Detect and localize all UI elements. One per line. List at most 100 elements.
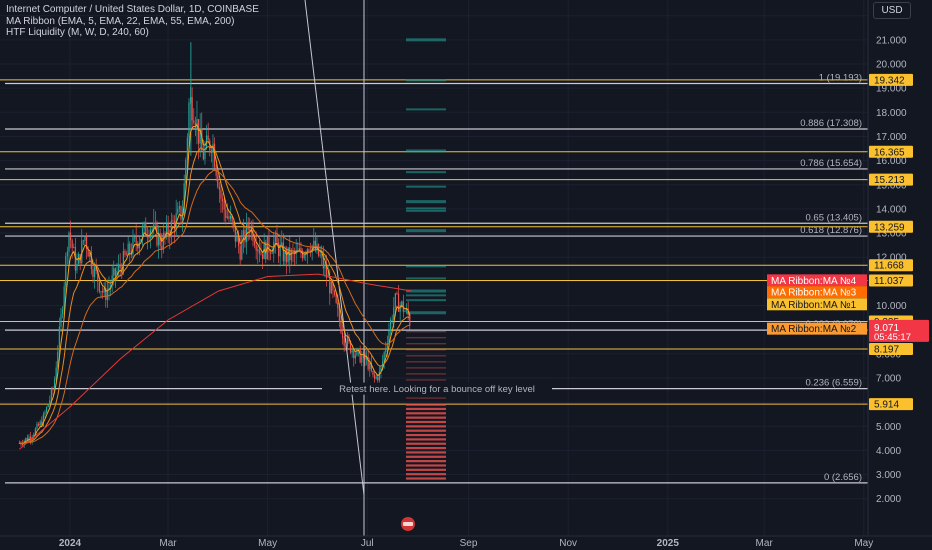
event-marker-icon bbox=[403, 522, 413, 526]
candle-body bbox=[220, 189, 222, 199]
liquidity-bar-up bbox=[406, 185, 446, 188]
candle-body bbox=[26, 437, 28, 441]
liquidity-bar-up bbox=[406, 149, 446, 153]
candle-body bbox=[269, 252, 272, 254]
y-tick-label: 4.000 bbox=[876, 446, 901, 457]
currency-selector[interactable]: USD bbox=[873, 2, 911, 19]
x-tick-label: 2024 bbox=[59, 538, 82, 549]
liquidity-bar-down bbox=[406, 355, 446, 357]
candle-body bbox=[129, 243, 131, 254]
candle-body bbox=[228, 216, 230, 219]
candle-body bbox=[361, 356, 363, 363]
fib-label: 1 (19.193) bbox=[819, 72, 862, 83]
candle-body bbox=[61, 309, 64, 315]
candle-body bbox=[353, 350, 355, 359]
candle-body bbox=[89, 252, 91, 257]
candle-body bbox=[36, 423, 38, 429]
candle-body bbox=[85, 236, 88, 249]
liquidity-bar-up bbox=[406, 171, 446, 174]
candle-body bbox=[265, 242, 267, 260]
liquidity-bar-down bbox=[406, 429, 446, 432]
candle-body bbox=[52, 389, 54, 391]
candle-body bbox=[148, 237, 150, 238]
ma-label: MA Ribbon:MA №3 bbox=[771, 288, 857, 299]
liquidity-bar-down bbox=[406, 455, 446, 458]
candle-body bbox=[69, 232, 72, 241]
candle-body bbox=[298, 247, 300, 252]
candle-body bbox=[212, 143, 214, 154]
y-tick-label: 20.000 bbox=[876, 60, 907, 71]
candle-body bbox=[335, 294, 337, 303]
candle-body bbox=[365, 357, 368, 360]
candle-body bbox=[34, 428, 36, 435]
chart-legend: Internet Computer / United States Dollar… bbox=[6, 4, 259, 39]
candle-body bbox=[277, 242, 280, 257]
fib-label: 0.65 (13.405) bbox=[805, 212, 862, 223]
ma-label: MA Ribbon:MA №2 bbox=[771, 324, 857, 335]
time-axis[interactable]: 2024 Mar May Jul Sep Nov 2025 Mar May bbox=[0, 535, 932, 550]
indicator-htf-liquidity[interactable]: HTF Liquidity (M, W, D, 240, 60) bbox=[6, 27, 149, 38]
candle-body bbox=[47, 404, 49, 408]
candle-body bbox=[405, 308, 408, 311]
candle-body bbox=[116, 270, 118, 276]
candle-body bbox=[239, 246, 241, 260]
liquidity-bar-down bbox=[406, 442, 446, 445]
candle-body bbox=[217, 175, 219, 187]
candle-body bbox=[367, 357, 369, 370]
x-tick-label: Nov bbox=[559, 538, 577, 549]
candle-body bbox=[98, 281, 100, 292]
key-level-label-bg bbox=[869, 274, 913, 287]
ma-line-ema-34 bbox=[19, 169, 410, 444]
indicator-ma-ribbon[interactable]: MA Ribbon (EMA, 5, EMA, 22, EMA, 55, EMA… bbox=[6, 15, 235, 27]
candle-body bbox=[343, 338, 345, 346]
ma-line-ema-14 bbox=[19, 146, 411, 445]
candle-body bbox=[287, 247, 289, 263]
candle-body bbox=[125, 254, 128, 256]
candle-body bbox=[199, 128, 201, 144]
candle-body bbox=[253, 241, 256, 245]
candle-body bbox=[141, 228, 144, 240]
candle-body bbox=[354, 355, 356, 359]
y-tick-label: 13.000 bbox=[876, 229, 907, 240]
candle-body bbox=[124, 251, 126, 255]
y-tick-label: 5.000 bbox=[876, 422, 901, 433]
key-level-label-bg bbox=[869, 343, 913, 356]
ma-line-ema-200 bbox=[19, 273, 412, 450]
candle-body bbox=[194, 122, 196, 128]
ma-label: MA Ribbon:MA №4 bbox=[771, 276, 857, 287]
candle-body bbox=[164, 233, 166, 235]
liquidity-bar-up bbox=[406, 38, 446, 42]
chart-title[interactable]: Internet Computer / United States Dollar… bbox=[6, 4, 259, 15]
candle-body bbox=[55, 367, 57, 380]
annotation-text: Retest here. Looking for a bounce off ke… bbox=[339, 384, 535, 395]
candle-body bbox=[25, 437, 27, 441]
candle-body bbox=[201, 128, 203, 151]
candle-body bbox=[327, 276, 329, 278]
candle-body bbox=[340, 320, 342, 333]
liquidity-bar-up bbox=[406, 229, 446, 233]
candle-body bbox=[300, 247, 302, 254]
candle-body bbox=[108, 287, 110, 291]
candle-body bbox=[394, 293, 396, 308]
candle-body bbox=[271, 253, 273, 254]
candle-body bbox=[57, 352, 59, 368]
candle-body bbox=[409, 314, 411, 326]
candle-body bbox=[167, 223, 169, 236]
candle-body bbox=[92, 269, 94, 278]
candle-body bbox=[250, 225, 252, 232]
liquidity-bar-down bbox=[406, 473, 446, 476]
candle-body bbox=[197, 119, 200, 144]
y-tick-label: 14.000 bbox=[876, 204, 907, 215]
y-tick-label: 2.000 bbox=[876, 494, 901, 505]
candle-body bbox=[233, 221, 235, 227]
ma-label-bg bbox=[767, 322, 867, 335]
ma-line-ema-5 bbox=[19, 122, 411, 445]
liquidity-bar-down bbox=[406, 379, 446, 381]
candle-body bbox=[135, 236, 137, 244]
ma-label-bg bbox=[767, 274, 867, 287]
candle-body bbox=[255, 244, 257, 251]
candle-body bbox=[172, 220, 174, 222]
liquidity-bar-up bbox=[406, 294, 446, 297]
key-level-label-bg bbox=[869, 173, 913, 186]
